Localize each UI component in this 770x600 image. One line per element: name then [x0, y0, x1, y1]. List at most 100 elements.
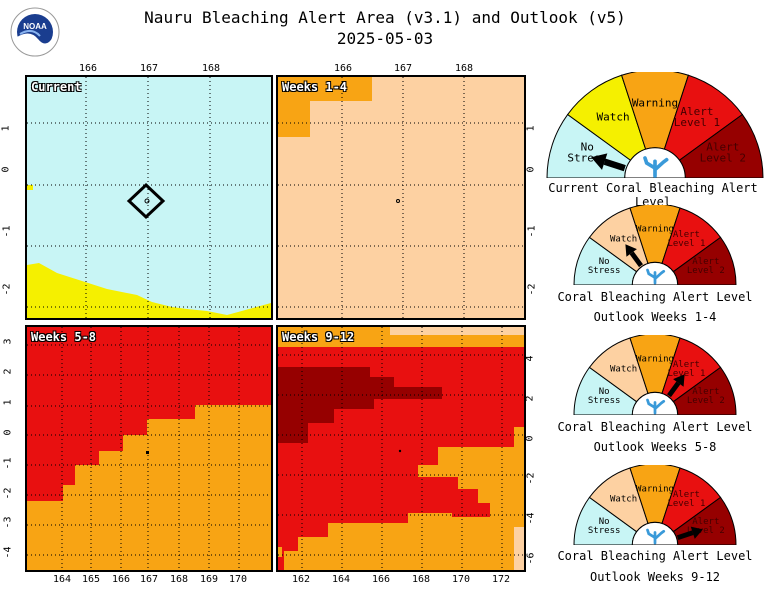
gauge-label-alert1: Alert	[673, 490, 700, 500]
tick-label: -2	[1, 283, 13, 296]
panel-label: Weeks 9-12	[282, 330, 355, 344]
gauge-label-warning: Warning	[636, 225, 674, 235]
gauge-label-warning: Warning	[636, 355, 674, 365]
gauge-label-alert2: Level 2	[700, 151, 746, 164]
gauge-needle-head	[673, 374, 685, 387]
gauge-caption: Outlook Weeks 5-8	[593, 440, 717, 454]
weeks-9-12-map	[278, 327, 524, 570]
tick-label: 162	[292, 574, 311, 585]
warning-region	[284, 427, 524, 570]
watch-region	[390, 327, 524, 335]
gauge-label-alert1: Level 1	[674, 116, 720, 129]
tick-label: 166	[334, 63, 353, 74]
gauge-needle-head	[625, 244, 637, 257]
nauru-island	[396, 199, 400, 203]
tick-label: -2	[2, 487, 14, 500]
gauge-needle	[629, 251, 643, 268]
tick-label: 164	[332, 574, 351, 585]
gauge-caption: Outlook Weeks 9-12	[589, 570, 721, 584]
tick-label: 1	[0, 125, 12, 132]
tick-label: 0	[2, 429, 14, 436]
gauge-label-warning: Warning	[632, 97, 678, 110]
tick-label: 166	[372, 574, 391, 585]
tick-label: 168	[202, 63, 221, 74]
weeks-5-8-map	[27, 327, 271, 570]
page-title: Nauru Bleaching Alert Area (v3.1) and Ou…	[144, 8, 626, 27]
tick-label: -1	[2, 457, 14, 470]
tick-label: 4	[524, 355, 536, 362]
weeks-1-4-map	[278, 77, 524, 318]
gauge-label-watch: Watch	[610, 495, 637, 505]
tick-label: 3	[2, 338, 14, 345]
panel-label: Weeks 1-4	[282, 80, 348, 94]
tick-label: 0	[0, 166, 12, 173]
map-panel-weeks-5-8: Weeks 5-8	[25, 325, 273, 572]
gauge-label-no_stress: Stress	[588, 266, 621, 276]
tick-label: 168	[170, 574, 189, 585]
warning-region	[27, 405, 271, 570]
gauge-label-no_stress: No	[599, 517, 610, 527]
gauge-label-alert1: Level 1	[667, 499, 705, 509]
map-panel-weeks-1-4: Weeks 1-4	[276, 75, 526, 320]
panel-label: Current	[31, 80, 82, 94]
tick-label: 1	[2, 399, 14, 406]
tick-label: -6	[525, 552, 537, 565]
gauge-label-no_stress: No	[599, 257, 610, 267]
watch-region	[27, 185, 33, 190]
tick-label: 172	[492, 574, 511, 585]
tick-label: 166	[112, 574, 131, 585]
tick-label: 0	[524, 435, 536, 442]
nauru-island	[144, 198, 150, 204]
tick-label: -1	[1, 225, 13, 238]
tick-label: 167	[140, 63, 159, 74]
tick-label: 1	[525, 125, 537, 132]
map-panel-weeks-9-12: Weeks 9-12	[276, 325, 526, 572]
gauge-needle-head	[591, 153, 608, 170]
tick-label: -2	[525, 472, 537, 485]
gauge-label-no_stress: No	[581, 140, 594, 153]
gauge-label-no_stress: Stress	[588, 396, 621, 406]
gauge-label-alert2: Alert	[706, 140, 739, 153]
gauge-label-alert2: Alert	[692, 517, 719, 527]
gauge-label-alert2: Level 2	[687, 266, 725, 276]
coral-icon	[646, 528, 666, 545]
svg-text:NOAA: NOAA	[23, 22, 47, 31]
tick-label: 164	[53, 574, 72, 585]
tick-label: 167	[140, 574, 159, 585]
gauge-label-alert1: Alert	[673, 360, 700, 370]
tick-label: -4	[2, 546, 14, 559]
page-date: 2025-05-03	[336, 29, 434, 48]
gauge-label-alert1: Level 1	[667, 239, 705, 249]
watch-region	[514, 527, 524, 570]
current-map	[27, 77, 271, 318]
tick-label: 168	[455, 63, 474, 74]
nauru-island	[398, 449, 402, 453]
tick-label: -2	[526, 283, 538, 296]
gauge-needle	[603, 158, 626, 172]
gauge-label-alert2: Level 2	[687, 526, 725, 536]
gauge-needle	[667, 381, 681, 398]
alert-level-2-region	[278, 367, 442, 443]
gauge-caption: Coral Bleaching Alert Level	[557, 290, 753, 304]
tick-label: 167	[394, 63, 413, 74]
gauge-label-alert2: Alert	[692, 257, 719, 267]
gauge-caption: Coral Bleaching Alert Level	[557, 420, 753, 434]
gauge-label-no_stress: Stress	[588, 526, 621, 536]
panel-label: Weeks 5-8	[31, 330, 97, 344]
coral-icon	[646, 268, 666, 285]
tick-label: -1	[526, 225, 538, 238]
nauru-island	[146, 451, 149, 454]
warning-region	[278, 77, 372, 137]
map-panel-current: Current	[25, 75, 273, 320]
noaa-logo: NOAA	[10, 7, 60, 57]
tick-label: 170	[452, 574, 471, 585]
gauge-label-alert1: Alert	[673, 230, 700, 240]
gauge-label-watch: Watch	[610, 235, 637, 245]
gauge-needle	[676, 530, 694, 540]
coral-icon	[643, 156, 669, 178]
gauge-label-alert2: Level 2	[687, 396, 725, 406]
